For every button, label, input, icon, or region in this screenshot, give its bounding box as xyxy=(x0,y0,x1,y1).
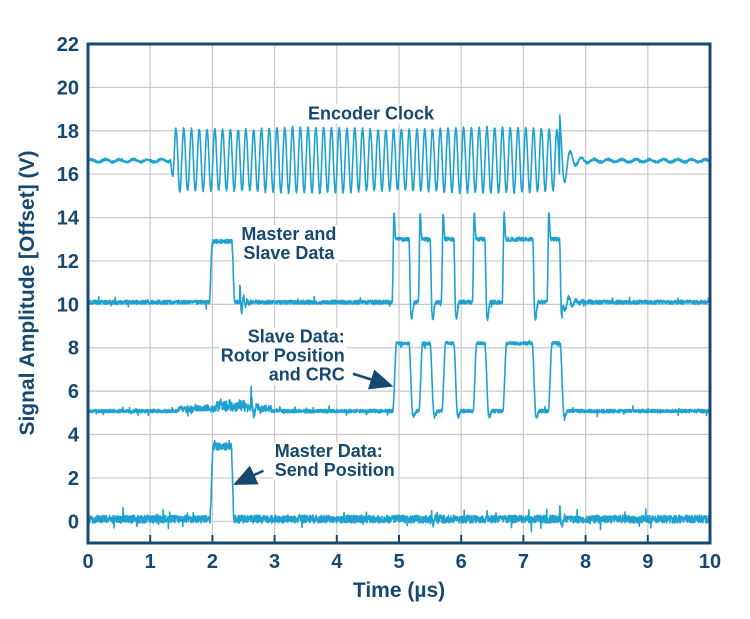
x-tick-label: 10 xyxy=(699,551,721,573)
annotation-arrow-master-data xyxy=(233,465,264,485)
x-tick-label: 4 xyxy=(331,551,343,573)
plot-frame xyxy=(86,42,712,545)
trace-label-master-and-slave-data: Master and Slave Data xyxy=(239,223,339,263)
trace-master-data xyxy=(87,439,711,533)
trace-label-slave-data: Slave Data: Rotor Position and CRC xyxy=(218,326,347,385)
y-tick-label: 8 xyxy=(68,338,79,360)
x-tick-label: 3 xyxy=(269,551,280,573)
y-tick-label: 22 xyxy=(57,34,79,56)
y-tick-label: 10 xyxy=(57,294,79,316)
x-tick-label: 0 xyxy=(82,551,93,573)
x-tick-label: 1 xyxy=(145,551,156,573)
y-tick-label: 4 xyxy=(68,425,80,447)
y-tick-label: 20 xyxy=(57,77,79,99)
annotation-arrow-slave-data xyxy=(352,369,394,390)
x-tick-label: 5 xyxy=(393,551,404,573)
x-tick-label: 9 xyxy=(642,551,653,573)
x-tick-label: 8 xyxy=(580,551,591,573)
x-tick-label: 7 xyxy=(518,551,529,573)
y-tick-label: 0 xyxy=(68,511,79,533)
y-axis-title: Signal Amplitude [Offset] (V) xyxy=(16,150,39,436)
y-tick-label: 14 xyxy=(57,208,80,230)
trace-slave-data xyxy=(87,339,711,422)
y-tick-label: 2 xyxy=(68,468,79,490)
trace-label-encoder-clock: Encoder Clock xyxy=(305,103,437,124)
x-tick-label: 6 xyxy=(456,551,467,573)
y-tick-label: 6 xyxy=(68,381,79,403)
y-tick-label: 16 xyxy=(57,164,79,186)
y-tick-label: 18 xyxy=(57,121,79,143)
trace-label-master-data: Master Data: Send Position xyxy=(272,440,397,480)
trace-encoder-clock xyxy=(87,114,711,195)
trace-master-and-slave-data xyxy=(87,211,711,322)
y-tick-label: 12 xyxy=(57,251,79,273)
x-tick-label: 2 xyxy=(207,551,218,573)
x-axis-title: Time (µs) xyxy=(352,579,446,602)
